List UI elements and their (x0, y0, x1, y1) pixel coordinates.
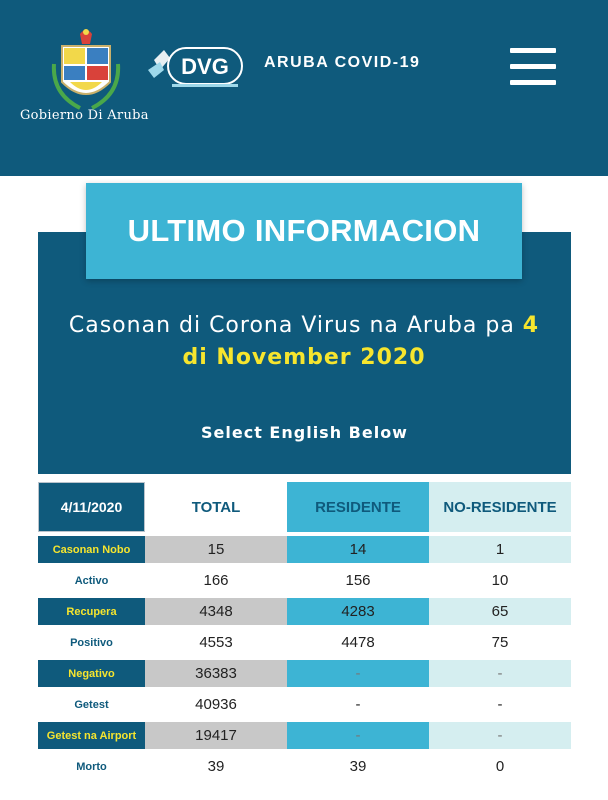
table-row: Morto 39 39 0 (38, 753, 571, 780)
menu-bar (510, 80, 556, 85)
cell-total: 15 (145, 536, 287, 563)
cell-no-residente: - (429, 691, 571, 718)
cell-residente: 4478 (287, 629, 429, 656)
site-header: Gobierno Di Aruba DVG ARUBA COVID-19 (0, 0, 608, 176)
table-row: Recupera 4348 4283 65 (38, 598, 571, 625)
cell-total: 4348 (145, 598, 287, 625)
banner-title: ULTIMO INFORMACION (127, 213, 481, 248)
table-row: Activo 166 156 10 (38, 567, 571, 594)
menu-bar (510, 48, 556, 53)
header-date: 4/11/2020 (38, 482, 145, 532)
row-label: Recupera (38, 598, 145, 625)
cell-total: 4553 (145, 629, 287, 656)
cell-total: 166 (145, 567, 287, 594)
table-row: Negativo 36383 - - (38, 660, 571, 687)
table-header-row: 4/11/2020 TOTAL RESIDENTE NO-RESIDENTE (38, 482, 571, 532)
aruba-coat-of-arms-icon[interactable] (50, 24, 122, 112)
cell-no-residente: 65 (429, 598, 571, 625)
cell-no-residente: 10 (429, 567, 571, 594)
row-label: Getest (38, 691, 145, 718)
menu-bar (510, 64, 556, 69)
table-row: Getest 40936 - - (38, 691, 571, 718)
select-english-link[interactable]: Select English Below (201, 423, 408, 442)
row-label: Activo (38, 567, 145, 594)
government-name: Gobierno Di Aruba (20, 108, 149, 123)
header-residente: RESIDENTE (287, 482, 429, 532)
cell-residente: 14 (287, 536, 429, 563)
header-no-residente: NO-RESIDENTE (429, 482, 571, 532)
dvg-logo-icon[interactable]: DVG (146, 40, 246, 92)
row-label: Getest na Airport (38, 722, 145, 749)
cell-residente: 39 (287, 753, 429, 780)
cell-no-residente: 1 (429, 536, 571, 563)
table-row: Casonan Nobo 15 14 1 (38, 536, 571, 563)
cell-residente: 156 (287, 567, 429, 594)
cell-total: 36383 (145, 660, 287, 687)
cell-total: 19417 (145, 722, 287, 749)
cell-no-residente: - (429, 660, 571, 687)
headline-date: 4 di November 2020 (182, 313, 540, 370)
header-total: TOTAL (145, 482, 287, 532)
ultimo-informacion-banner: ULTIMO INFORMACION (86, 183, 522, 279)
row-label: Negativo (38, 660, 145, 687)
site-title[interactable]: ARUBA COVID-19 (264, 54, 421, 71)
headline: Casonan di Corona Virus na Aruba pa 4 di… (60, 310, 548, 374)
cell-no-residente: 0 (429, 753, 571, 780)
cell-residente: 4283 (287, 598, 429, 625)
dvg-logo-text: DVG (181, 54, 229, 79)
cell-residente: - (287, 691, 429, 718)
cell-no-residente: - (429, 722, 571, 749)
headline-text: Casonan di Corona Virus na Aruba pa (68, 313, 523, 338)
hamburger-menu-icon[interactable] (510, 48, 558, 88)
row-label: Positivo (38, 629, 145, 656)
covid-stats-table: 4/11/2020 TOTAL RESIDENTE NO-RESIDENTE C… (38, 478, 571, 784)
table-row: Positivo 4553 4478 75 (38, 629, 571, 656)
cell-total: 40936 (145, 691, 287, 718)
cell-residente: - (287, 660, 429, 687)
row-label: Morto (38, 753, 145, 780)
table-row: Getest na Airport 19417 - - (38, 722, 571, 749)
cell-total: 39 (145, 753, 287, 780)
cell-residente: - (287, 722, 429, 749)
row-label: Casonan Nobo (38, 536, 145, 563)
cell-no-residente: 75 (429, 629, 571, 656)
